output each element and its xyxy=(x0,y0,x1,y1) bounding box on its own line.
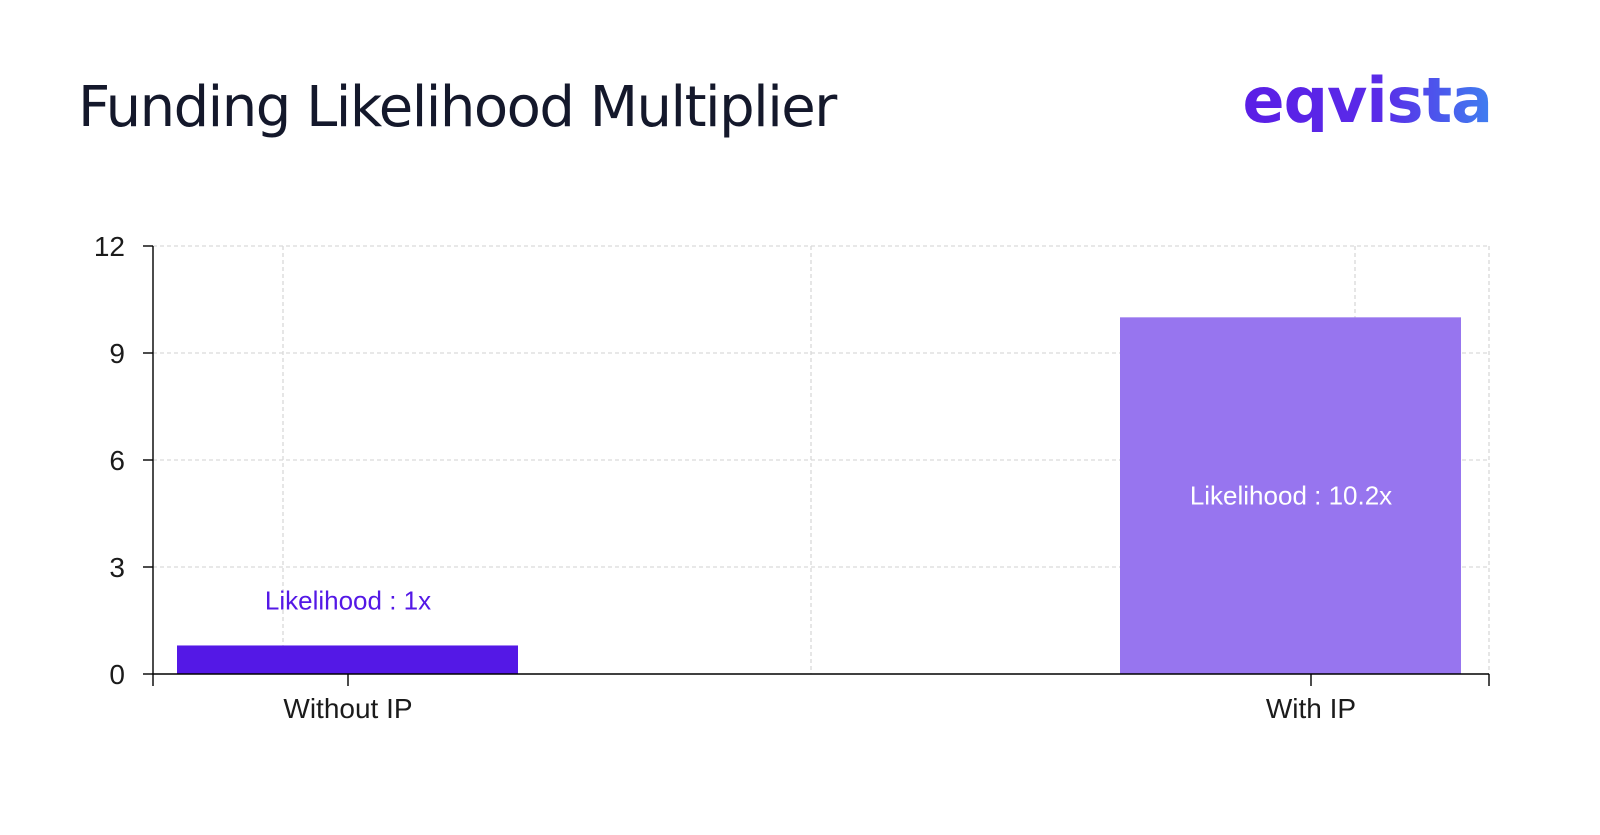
bar-with-ip xyxy=(1120,317,1461,674)
y-tick-label: 0 xyxy=(109,659,125,690)
chart-bars xyxy=(177,317,1461,674)
chart-title: Funding Likelihood Multiplier xyxy=(78,75,837,140)
data-label-without-ip: Likelihood : 1x xyxy=(265,585,431,615)
x-tick-label: With IP xyxy=(1266,693,1356,724)
eqvista-logo: eqvista xyxy=(1242,64,1493,137)
x-tick-label: Without IP xyxy=(283,693,412,724)
y-tick-label: 3 xyxy=(109,552,125,583)
y-tick-label: 9 xyxy=(109,338,125,369)
data-label-with-ip: Likelihood : 10.2x xyxy=(1190,481,1392,511)
y-tick-label: 6 xyxy=(109,445,125,476)
chart-labels: 0 3 6 9 12 Without IP With IP Likelihood : 1x Li… xyxy=(94,231,1392,724)
y-tick-label: 12 xyxy=(94,231,125,262)
bar-without-ip xyxy=(177,645,518,674)
chart-axes xyxy=(143,245,1490,686)
